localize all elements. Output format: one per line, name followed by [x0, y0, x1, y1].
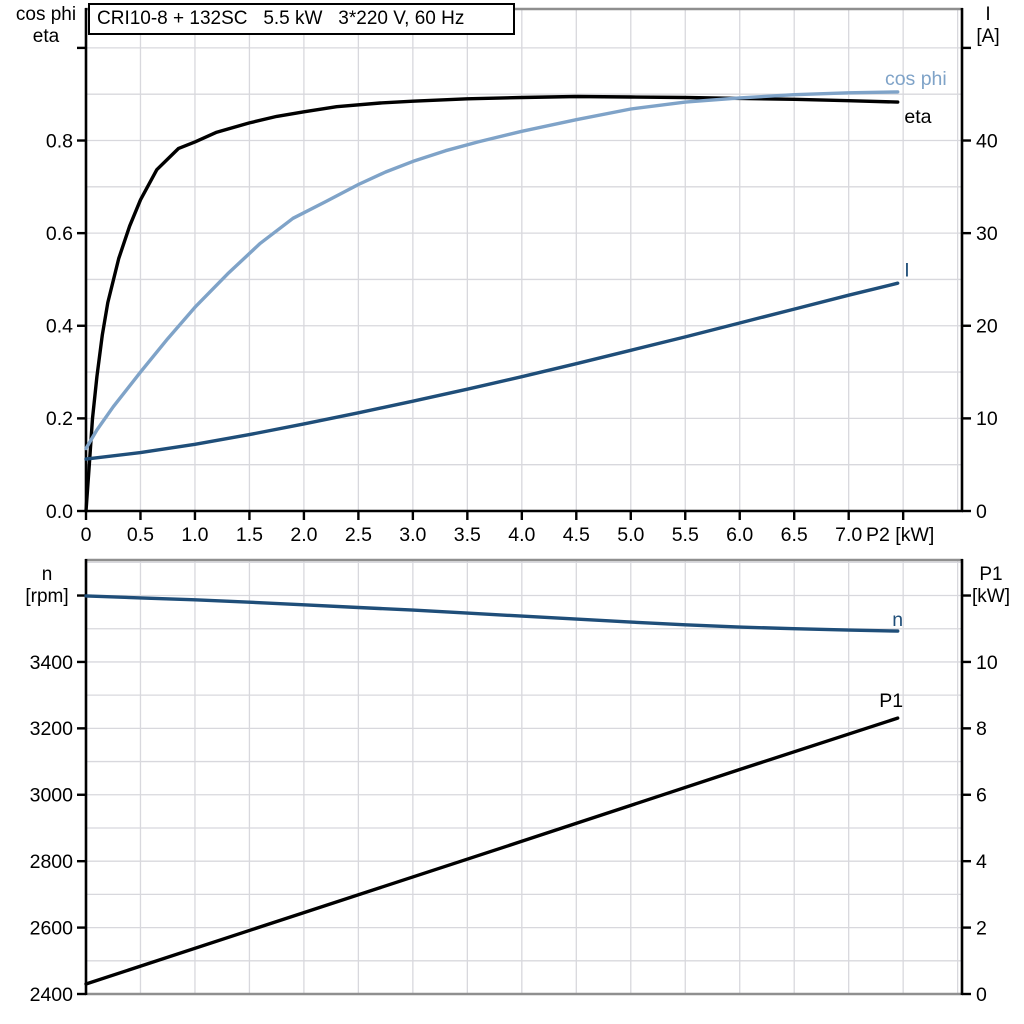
bottom-chart-left-axis-header-line1: n	[41, 564, 53, 585]
right-axis-tick-label: 0	[976, 984, 987, 1006]
cos-phi-curve	[84, 90, 900, 451]
left-axis-tick-label: 0.6	[46, 223, 73, 245]
x-axis-tick-label: 3.0	[399, 524, 426, 546]
n-curve	[84, 594, 900, 633]
left-axis-tick-label: 0.0	[46, 501, 73, 523]
x-axis-tick-label: 2.0	[290, 524, 317, 546]
x-axis-tick-label: 6.5	[781, 524, 808, 546]
top-chart-left-axis-header-line1: cos phi	[15, 4, 77, 25]
left-axis-tick-label: 0.8	[46, 130, 73, 152]
x-axis-tick-label: 5.0	[617, 524, 644, 546]
eta-curve-label: eta	[904, 106, 931, 128]
right-axis-tick-label: 30	[976, 223, 998, 245]
right-axis-tick-label: 10	[976, 652, 998, 674]
i-curve	[84, 281, 900, 461]
x-axis-title: P2 [kW]	[866, 524, 934, 546]
x-axis-tick-label: 1.0	[181, 524, 208, 546]
bottom-chart-left-axis-header-line2: [rpm]	[25, 586, 69, 607]
left-axis-tick-label: 2400	[30, 984, 74, 1006]
left-axis-tick-label: 3200	[30, 718, 74, 740]
eta-curve	[84, 94, 900, 513]
x-axis-tick-label: 2.5	[345, 524, 372, 546]
bottom-chart-right-axis-header-line1: P1	[979, 564, 1003, 585]
right-axis-tick-label: 20	[976, 316, 998, 338]
left-axis-tick-label: 3400	[30, 652, 74, 674]
top-chart-left-axis-header-line2: eta	[32, 26, 60, 47]
x-axis-tick-label: 4.5	[563, 524, 590, 546]
right-axis-tick-label: 10	[976, 408, 998, 430]
right-axis-tick-label: 2	[976, 917, 987, 939]
right-axis-tick-label: 6	[976, 785, 987, 807]
n-curve-label: n	[892, 609, 903, 631]
x-axis-tick-label: 5.5	[672, 524, 699, 546]
x-axis-tick-label: 6.0	[726, 524, 753, 546]
bottom-chart-right-axis-header-line2: [kW]	[972, 586, 1010, 607]
left-axis-tick-label: 2600	[30, 917, 74, 939]
right-axis-tick-label: 4	[976, 851, 987, 873]
x-axis-tick-label: 0	[81, 524, 92, 546]
chart-title-box: CRI10-8 + 132SC 5.5 kW 3*220 V, 60 Hz	[88, 3, 515, 35]
top-chart-right-axis-header-line1: I	[985, 4, 991, 25]
left-axis-tick-label: 0.4	[46, 316, 73, 338]
right-axis-tick-label: 40	[976, 130, 998, 152]
left-axis-tick-label: 3000	[30, 785, 74, 807]
right-axis-tick-label: 0	[976, 501, 987, 523]
speed-power-bottom: 2400 2600 2800 3000 3200 3400 0 2 4 6 8 10 n P1	[30, 558, 998, 1006]
x-axis-tick-label: 4.0	[508, 524, 535, 546]
x-axis-tick-label: 7.0	[835, 524, 862, 546]
left-axis-tick-label: 0.2	[46, 408, 73, 430]
motor-performance-top: 0.0 0.2 0.4 0.6 0.8 0 10 20 30 40 0 0.5 1.0 1.5 2.0 2.5…	[46, 7, 998, 546]
cos-phi-curve-label: cos phi	[885, 68, 947, 90]
p1-curve	[84, 716, 900, 986]
x-axis-tick-label: 3.5	[454, 524, 481, 546]
i-curve-label: I	[904, 260, 909, 282]
top-chart-right-axis-header-line2: [A]	[976, 26, 1000, 47]
x-axis-tick-label: 1.5	[236, 524, 263, 546]
x-axis-tick-label: 0.5	[127, 524, 154, 546]
right-axis-tick-label: 8	[976, 718, 987, 740]
p1-curve-label: P1	[879, 690, 903, 712]
left-axis-tick-label: 2800	[30, 851, 74, 873]
